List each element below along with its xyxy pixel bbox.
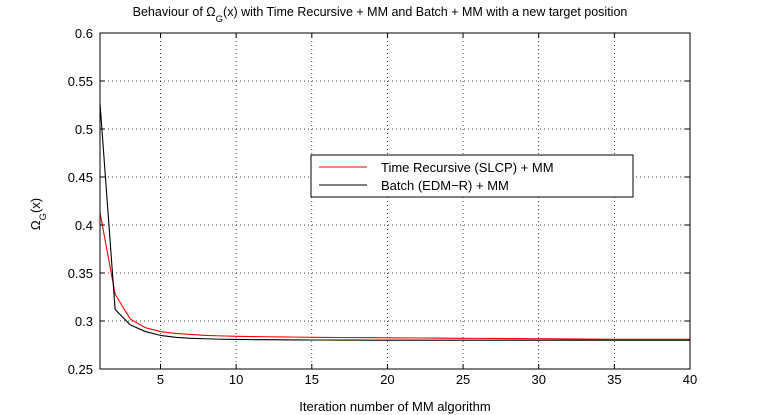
x-tick-label: 15: [305, 372, 319, 387]
legend-label-batch: Batch (EDM−R) + MM: [381, 178, 509, 193]
series-line-batch: [99, 103, 690, 341]
y-tick-label: 0.3: [75, 314, 93, 329]
series-lines: [99, 103, 690, 341]
x-axis-label: Iteration number of MM algorithm: [299, 399, 490, 414]
series-line-time-recursive: [99, 212, 690, 340]
y-tick-label: 0.25: [68, 362, 93, 377]
x-tick-label: 20: [380, 372, 394, 387]
y-tick-label: 0.55: [68, 74, 93, 89]
x-tick-label: 10: [229, 372, 243, 387]
legend-box: [310, 154, 634, 198]
y-axis-label: ΩG(x): [28, 198, 49, 230]
axis-ticks: 5 10 15 20 25 30 35 40 0.25 0.3 0.35 0.4 0.45 0.5 0.55…: [68, 26, 698, 387]
x-tick-label: 30: [531, 372, 545, 387]
legend: Time Recursive (SLCP) + MM Batch (EDM−R)…: [310, 154, 634, 198]
y-tick-label: 0.5: [75, 122, 93, 137]
x-tick-label: 35: [607, 372, 621, 387]
plot-area: [100, 33, 690, 369]
chart-title: Behaviour of ΩG(x) with Time Recursive +…: [133, 5, 628, 25]
y-tick-label: 0.4: [75, 218, 93, 233]
y-tick-label: 0.6: [75, 26, 93, 41]
x-tick-label: 40: [683, 372, 697, 387]
grid-lines: [100, 33, 690, 369]
y-tick-label: 0.45: [68, 170, 93, 185]
y-tick-label: 0.35: [68, 266, 93, 281]
plot-frame: [99, 32, 691, 370]
x-tick-label: 5: [157, 372, 164, 387]
x-tick-label: 25: [456, 372, 470, 387]
legend-label-time-recursive: Time Recursive (SLCP) + MM: [381, 160, 554, 175]
